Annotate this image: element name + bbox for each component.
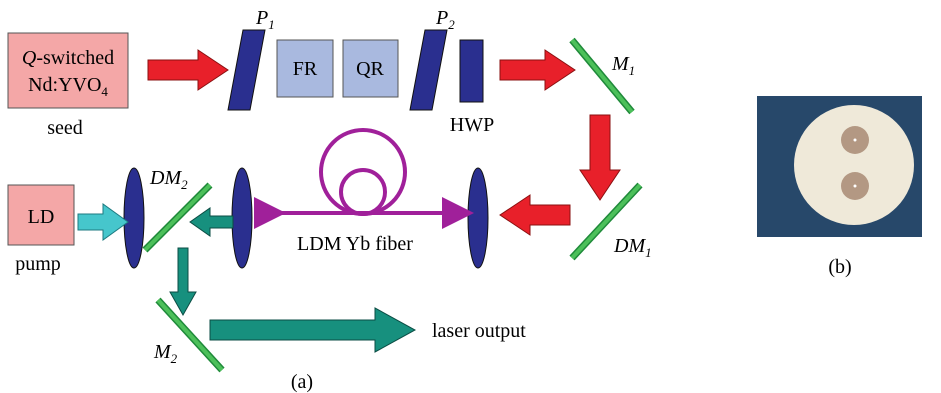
mirror-face — [572, 40, 632, 112]
polarizer — [228, 30, 265, 110]
p1-label: P1 — [255, 7, 275, 32]
dm2-sub: 2 — [181, 177, 188, 192]
arrow — [170, 248, 196, 315]
p2-sub: 2 — [448, 17, 455, 32]
seed-crystal: Nd:YVO — [28, 74, 101, 96]
fiber-coil — [341, 170, 385, 214]
arrow — [190, 208, 233, 236]
m1-main: M — [611, 53, 630, 75]
ld-label: LD — [28, 206, 55, 228]
panel-b-label: (b) — [828, 256, 851, 278]
seed-box — [8, 33, 128, 108]
ld-caption: pump — [15, 253, 61, 275]
hwp-plate — [460, 40, 483, 102]
p2-main: P — [435, 7, 448, 29]
m1-label: M1 — [611, 53, 635, 78]
fiber-cladding — [794, 105, 914, 225]
p1-sub: 1 — [268, 17, 275, 32]
hwp-label: HWP — [450, 114, 494, 136]
arrow — [580, 115, 620, 200]
lens — [124, 168, 144, 268]
arrow — [148, 50, 228, 90]
diagram: Q-switched Nd:YVO4 seed P1 FR QR P2 HWP … — [0, 0, 941, 393]
lens — [468, 168, 488, 268]
dm1-main: DM — [613, 235, 646, 257]
dm2-main: DM — [149, 167, 182, 189]
m2-sub: 2 — [171, 351, 178, 366]
dm1-label: DM1 — [613, 235, 652, 260]
polarizer — [410, 30, 447, 110]
output-arrow — [210, 308, 415, 352]
fr-label: FR — [293, 58, 318, 80]
seed-caption: seed — [47, 117, 83, 139]
core-center — [854, 185, 857, 188]
m2-label: M2 — [153, 341, 178, 366]
fiber-label: LDM Yb fiber — [297, 233, 413, 255]
arrow — [500, 50, 575, 90]
seed-q: Q — [22, 47, 37, 69]
output-label: laser output — [432, 320, 526, 342]
dm1-sub: 1 — [645, 245, 652, 260]
lens — [232, 168, 252, 268]
seed-switched: -switched — [36, 47, 114, 69]
m1-sub: 1 — [629, 63, 636, 78]
arrow — [78, 204, 128, 240]
seed-crystal-sub: 4 — [101, 84, 108, 99]
seed-line2: Nd:YVO4 — [28, 74, 108, 99]
arrow — [500, 195, 570, 235]
qr-label: QR — [356, 58, 384, 80]
seed-line1: Q-switched — [22, 47, 114, 69]
core-center — [854, 139, 857, 142]
p1-main: P — [255, 7, 268, 29]
p2-label: P2 — [435, 7, 455, 32]
panel-a-label: (a) — [291, 371, 313, 393]
m2-main: M — [153, 341, 172, 363]
dm2-label: DM2 — [149, 167, 188, 192]
